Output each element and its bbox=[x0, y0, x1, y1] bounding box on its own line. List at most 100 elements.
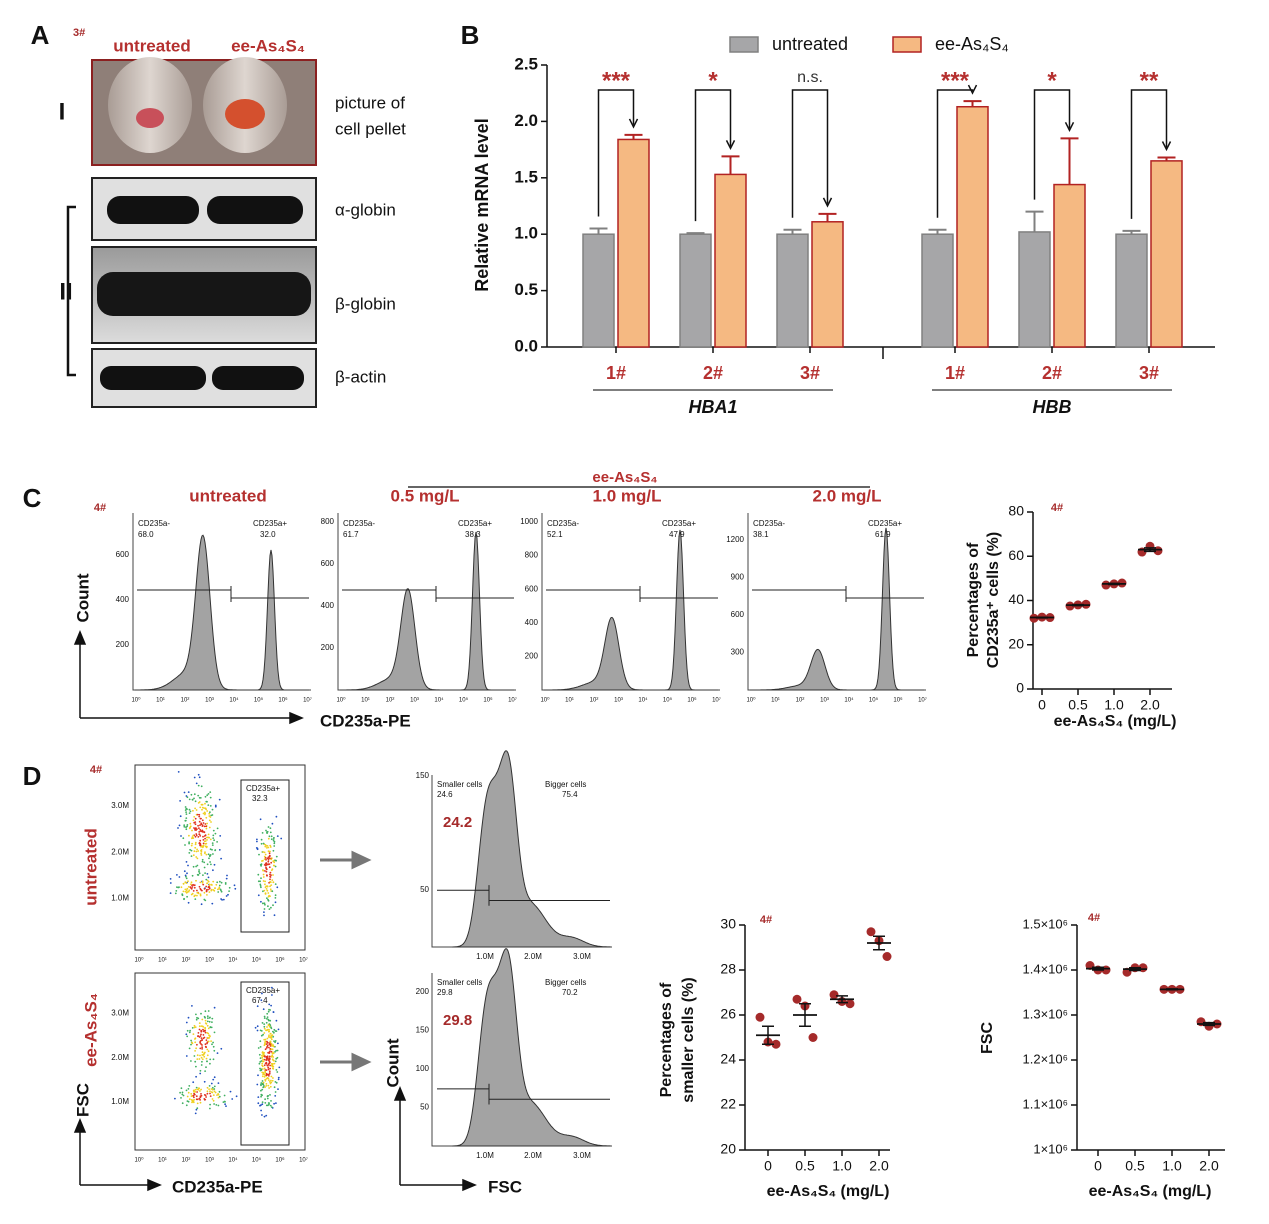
event-dot bbox=[187, 890, 190, 893]
event-dot bbox=[270, 1081, 273, 1084]
event-dot bbox=[225, 877, 228, 880]
axis-label: Count bbox=[73, 573, 92, 622]
event-dot bbox=[264, 1041, 266, 1043]
event-dot bbox=[211, 902, 214, 905]
event-dot bbox=[268, 1057, 271, 1060]
gate bbox=[240, 779, 290, 933]
event-dot bbox=[271, 822, 274, 825]
y-tick-label: 26 bbox=[720, 1006, 736, 1022]
band bbox=[207, 196, 303, 224]
flow-arrows bbox=[320, 850, 372, 1072]
gate-label: CD235a+ bbox=[246, 784, 280, 793]
event-dot bbox=[207, 804, 210, 806]
histogram bbox=[750, 527, 924, 691]
x-tick-label: 10² bbox=[590, 698, 599, 704]
event-dot bbox=[269, 888, 272, 891]
event-dot bbox=[268, 1028, 270, 1031]
event-dot bbox=[201, 803, 204, 806]
x-tick-label: 10⁷ bbox=[299, 957, 308, 964]
event-dot bbox=[212, 869, 214, 872]
event-dot bbox=[216, 1094, 218, 1096]
event-dot bbox=[202, 1030, 205, 1033]
y-tick-label: 60 bbox=[1008, 547, 1024, 563]
event-dot bbox=[266, 1026, 268, 1028]
event-dot bbox=[212, 837, 215, 839]
event-dot bbox=[270, 1062, 273, 1065]
event-dot bbox=[197, 850, 200, 852]
y-tick-label: 28 bbox=[720, 961, 736, 977]
event-dot bbox=[217, 1096, 220, 1099]
significance-label: ** bbox=[1140, 67, 1159, 94]
gate-value: 68.0 bbox=[138, 530, 154, 539]
event-dot bbox=[265, 858, 267, 861]
event-dot bbox=[195, 827, 197, 829]
gate-value: 29.8 bbox=[437, 988, 453, 997]
x-tick-label: 0.5 bbox=[1125, 1158, 1145, 1174]
event-dot bbox=[262, 1058, 264, 1061]
band bbox=[100, 366, 206, 390]
event-dot bbox=[186, 891, 188, 894]
y-tick-label: 1.3×10⁶ bbox=[1023, 1006, 1068, 1021]
event-dot bbox=[176, 874, 178, 876]
gate-value: 52.1 bbox=[547, 530, 563, 539]
x-tick-label: 10⁶ bbox=[483, 697, 493, 704]
x-tick-label: 3# bbox=[1139, 363, 1159, 383]
event-dot bbox=[189, 822, 192, 825]
gate-label: CD235a- bbox=[138, 519, 170, 528]
x-axis-label: ee-As₄S₄ (mg/L) bbox=[1089, 1183, 1212, 1200]
event-dot bbox=[197, 773, 200, 776]
x-tick-label: 10⁷ bbox=[918, 697, 927, 704]
event-dot bbox=[195, 1086, 198, 1089]
event-dot bbox=[202, 1034, 205, 1036]
event-dot bbox=[262, 842, 265, 845]
event-dot bbox=[186, 887, 189, 890]
event-dot bbox=[257, 873, 260, 876]
event-dot bbox=[210, 1040, 213, 1042]
event-dot bbox=[178, 876, 181, 878]
event-dot bbox=[208, 857, 210, 860]
event-dot bbox=[274, 1051, 276, 1053]
event-dot bbox=[217, 1104, 220, 1107]
event-dot bbox=[263, 908, 266, 910]
event-dot bbox=[211, 844, 214, 846]
event-dot bbox=[195, 1013, 197, 1016]
event-dot bbox=[194, 1041, 197, 1044]
y-tick-label: 150 bbox=[416, 1026, 430, 1035]
event-dot bbox=[256, 838, 258, 841]
x-tick-label: 10⁶ bbox=[278, 697, 288, 704]
event-dot bbox=[264, 1079, 267, 1082]
event-dot bbox=[274, 883, 277, 885]
event-dot bbox=[270, 858, 273, 861]
x-tick-label: 0.5 bbox=[795, 1158, 815, 1174]
event-dot bbox=[272, 1035, 275, 1038]
x-tick-label: 10⁷ bbox=[712, 697, 721, 704]
event-dot bbox=[193, 821, 196, 824]
event-dot bbox=[174, 892, 177, 895]
event-dot bbox=[182, 837, 185, 840]
event-dot bbox=[212, 889, 215, 891]
event-dot bbox=[199, 1101, 202, 1104]
event-dot bbox=[271, 986, 273, 989]
event-dot bbox=[261, 1103, 264, 1106]
event-dot bbox=[273, 1031, 275, 1034]
event-dot bbox=[197, 836, 200, 838]
event-dot bbox=[209, 791, 212, 793]
event-dot bbox=[180, 1097, 182, 1099]
x-tick-label: 1.0 bbox=[1104, 697, 1124, 713]
panel-label: B bbox=[461, 20, 480, 50]
event-dot bbox=[273, 861, 276, 864]
event-dot bbox=[263, 1055, 266, 1058]
event-dot bbox=[207, 853, 210, 856]
event-dot bbox=[198, 885, 201, 888]
error-bar bbox=[836, 995, 848, 1004]
event-dot bbox=[224, 1100, 226, 1103]
y-tick-label: 200 bbox=[116, 640, 130, 649]
event-dot bbox=[188, 812, 191, 814]
event-dot bbox=[272, 838, 275, 840]
event-dot bbox=[272, 1045, 275, 1048]
event-dot bbox=[219, 880, 221, 883]
event-dot bbox=[265, 1043, 268, 1045]
event-dot bbox=[190, 1093, 193, 1095]
x-tick-label: 10¹ bbox=[156, 698, 165, 704]
event-dot bbox=[263, 1023, 266, 1025]
